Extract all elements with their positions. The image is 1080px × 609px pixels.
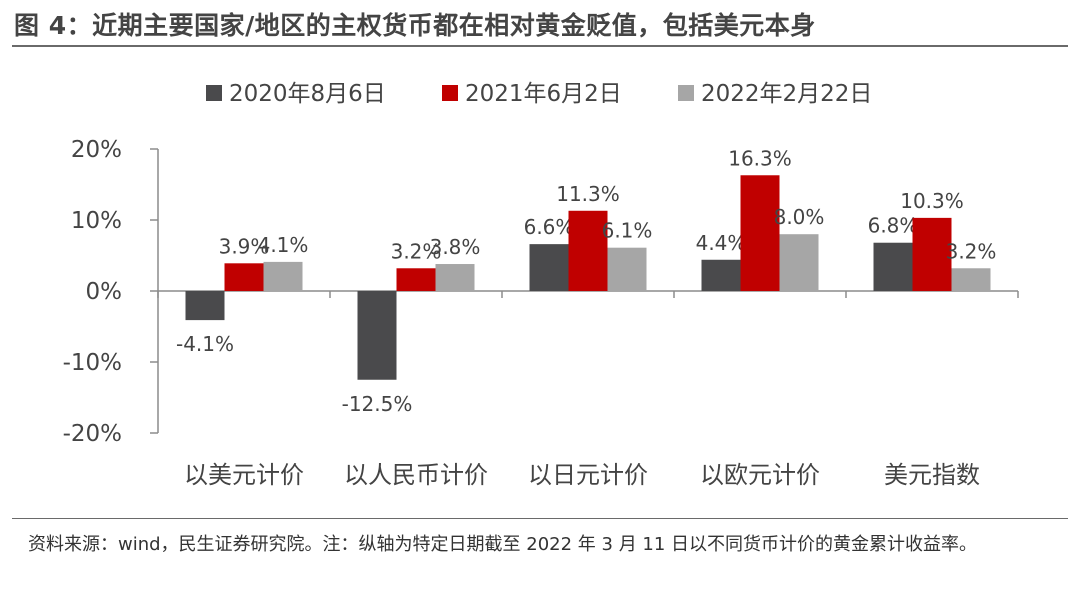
title-divider — [12, 45, 1068, 47]
y-tick-label: 20% — [71, 137, 122, 163]
bar — [263, 261, 303, 291]
category-label: 以日元计价 — [528, 461, 648, 489]
bar — [396, 268, 436, 291]
data-label: 6.6% — [524, 215, 575, 239]
data-label: 3.9% — [219, 234, 270, 258]
data-label: -4.1% — [176, 332, 234, 356]
category-label: 美元指数 — [884, 461, 980, 489]
data-label: 8.0% — [774, 205, 825, 229]
bar-chart: 2020年8月6日 2021年6月2日 2022年2月22日 20% 10% 0% -10%… — [63, 81, 1019, 489]
y-tick-label: 10% — [71, 208, 122, 234]
y-tick-label: -10% — [63, 350, 122, 376]
bar — [912, 217, 952, 291]
source-note: 资料来源：wind，民生证券研究院。注：纵轴为特定日期截至 2022 年 3 月… — [28, 534, 978, 555]
bar — [357, 291, 397, 380]
bar — [568, 210, 608, 291]
data-label: -12.5% — [342, 392, 413, 416]
bar — [701, 259, 741, 291]
footnote-divider — [12, 518, 1068, 519]
data-label: 4.1% — [258, 233, 309, 257]
data-label: 3.2% — [946, 239, 997, 263]
bar — [224, 263, 264, 291]
data-label: 4.4% — [696, 231, 747, 255]
legend-swatch — [206, 85, 222, 101]
bar — [529, 244, 569, 291]
category-label: 以人民币计价 — [344, 461, 488, 489]
bar — [740, 175, 780, 291]
legend-swatch — [678, 85, 694, 101]
data-label: 16.3% — [728, 146, 792, 170]
data-label: 11.3% — [556, 182, 620, 206]
legend-label: 2021年6月2日 — [465, 81, 622, 107]
legend-label: 2020年8月6日 — [229, 81, 386, 107]
bar — [435, 264, 475, 291]
category-label: 以欧元计价 — [700, 461, 820, 489]
bar — [951, 268, 991, 291]
bar — [779, 234, 819, 291]
category-label: 以美元计价 — [184, 461, 304, 489]
y-tick-label: -20% — [63, 421, 122, 447]
data-label: 6.8% — [868, 214, 919, 238]
bar — [873, 242, 913, 291]
data-label: 10.3% — [900, 189, 964, 213]
data-label: 3.8% — [430, 235, 481, 259]
legend-label: 2022年2月22日 — [701, 81, 872, 107]
legend-swatch — [442, 85, 458, 101]
bar — [607, 247, 647, 291]
data-label: 6.1% — [602, 219, 653, 243]
y-tick-label: 0% — [86, 279, 123, 305]
figure-title: 图 4：近期主要国家/地区的主权货币都在相对黄金贬值，包括美元本身 — [14, 11, 816, 40]
data-label: 3.2% — [391, 239, 442, 263]
bar — [185, 291, 225, 321]
